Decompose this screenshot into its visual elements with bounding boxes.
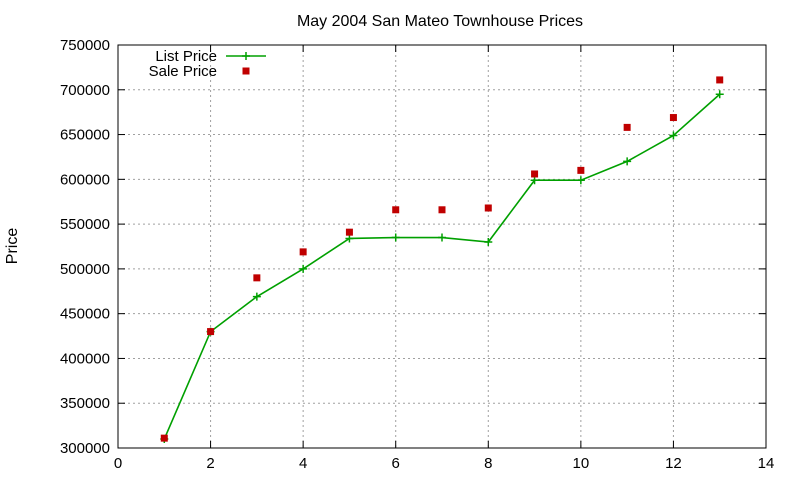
chart-title: May 2004 San Mateo Townhouse Prices [297,13,583,30]
sale-price-point [577,166,585,174]
legend-marker-list-price [242,52,250,60]
list-price-point [715,90,724,99]
list-price-point [576,176,585,185]
list-price-point [530,176,539,185]
y-tick-label: 550000 [60,216,110,233]
sale-price-point [392,206,400,214]
list-price-point [345,234,354,243]
y-tick-label: 700000 [60,82,110,99]
legend-label-list-price: List Price [155,48,217,65]
sale-price-point [207,328,215,336]
sale-price-point [160,434,168,442]
list-price-point [484,238,493,247]
x-tick-label: 0 [114,455,122,472]
y-tick-label: 450000 [60,306,110,323]
x-tick-label: 12 [665,455,682,472]
sale-price-point [531,170,539,178]
legend-label-sale-price: Sale Price [149,63,217,80]
legend-marker-sale-price [242,67,250,75]
sale-price-point [345,228,353,236]
list-price-point [252,292,261,301]
list-price-point [438,233,446,242]
y-tick-label: 400000 [60,350,110,367]
x-tick-label: 14 [758,455,775,472]
sale-price-point [253,274,261,282]
x-tick-label: 8 [484,455,492,472]
list-price-point [623,157,632,166]
sale-price-point [669,114,677,122]
axis-ticks: 300000 350000 400000 450000 500000 550000 6000… [60,37,774,472]
y-tick-label: 350000 [60,395,110,412]
sale-price-point [438,206,446,214]
sale-price-point [623,123,631,131]
x-tick-label: 10 [573,455,590,472]
y-tick-label: 600000 [60,171,110,188]
x-tick-label: 4 [299,455,307,472]
y-axis-title: Price [4,228,21,265]
list-price-line [163,93,721,440]
sale-price-point [484,204,492,212]
y-tick-label: 300000 [60,440,110,457]
y-tick-label: 650000 [60,127,110,144]
list-price-point [669,131,678,140]
x-tick-label: 2 [206,455,214,472]
plot-frame [117,44,767,449]
x-tick-label: 6 [392,455,400,472]
sale-price-point [299,248,307,256]
list-price-point [299,264,308,273]
y-tick-label: 750000 [60,37,110,54]
list-price-point [391,233,400,242]
grid [118,45,766,448]
sale-price-point [716,76,724,84]
y-tick-label: 500000 [60,261,110,278]
plot-series [160,76,724,444]
